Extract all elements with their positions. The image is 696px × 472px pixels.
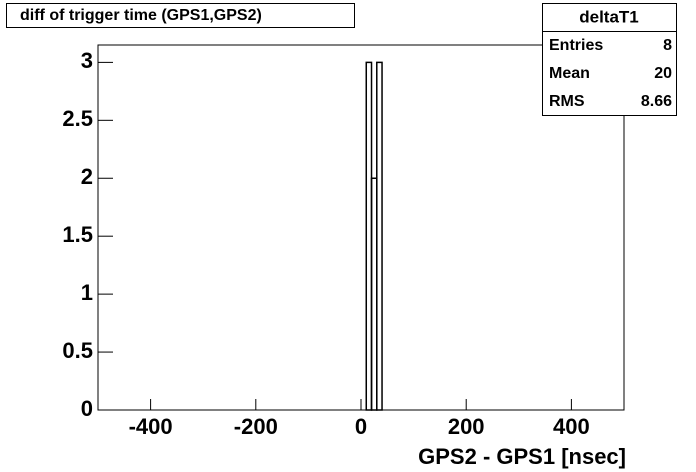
x-axis-label: GPS2 - GPS1 [nsec] (418, 444, 626, 469)
x-tick-label: 400 (553, 414, 590, 439)
stats-label: RMS (549, 93, 585, 110)
stats-label: Entries (549, 37, 603, 54)
y-tick-label: 0 (81, 396, 93, 421)
x-tick-label: 0 (355, 414, 367, 439)
y-tick-label: 3 (81, 48, 93, 73)
stats-label: Mean (549, 65, 590, 82)
stats-value: 8 (663, 37, 672, 54)
y-tick-label: 2 (81, 164, 93, 189)
stats-value: 8.66 (641, 93, 672, 110)
y-tick-label: 1 (81, 280, 93, 305)
y-tick-label: 0.5 (62, 338, 93, 363)
chart-title: diff of trigger time (GPS1,GPS2) (20, 7, 262, 24)
stats-title: deltaT1 (579, 7, 639, 26)
x-tick-label: -400 (129, 414, 173, 439)
x-tick-label: -200 (234, 414, 278, 439)
title-box (6, 3, 355, 28)
y-tick-label: 2.5 (62, 106, 93, 131)
bar (376, 61, 383, 411)
x-tick-label: 200 (448, 414, 485, 439)
y-tick-label: 1.5 (62, 222, 93, 247)
stats-box (542, 3, 677, 116)
stats-value: 20 (654, 65, 672, 82)
